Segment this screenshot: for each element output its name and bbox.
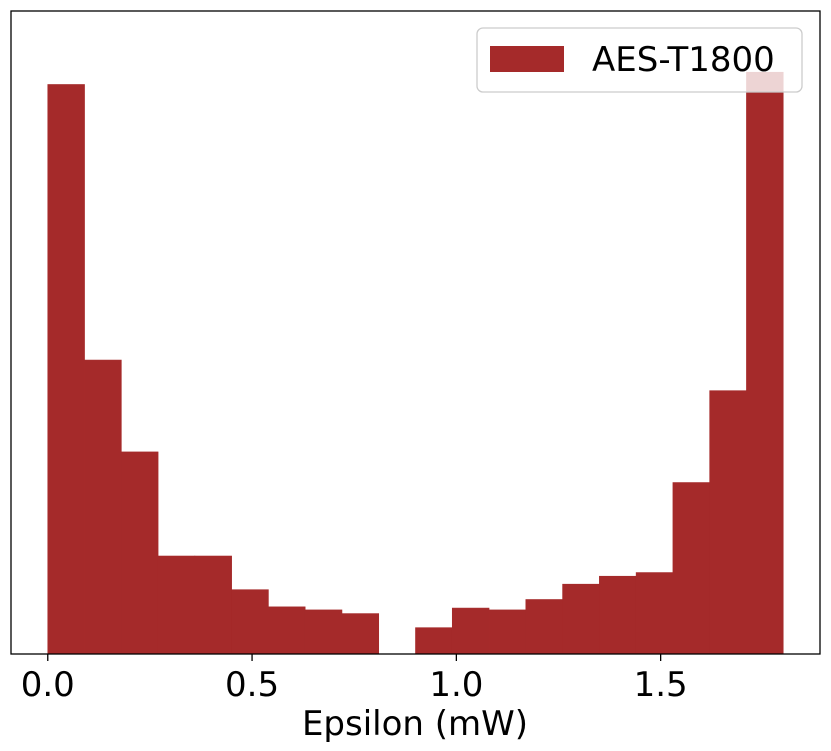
histogram-bar [157, 555, 196, 655]
x-tick-label: 1.5 [634, 665, 688, 705]
histogram-bar [451, 607, 490, 655]
histogram-bar [47, 84, 85, 655]
histogram-bar [415, 627, 453, 655]
histogram-bar [635, 572, 674, 655]
legend-label: AES-T1800 [592, 40, 775, 80]
x-axis-ticks: 0.0 0.5 1.0 1.5 [21, 654, 688, 705]
histogram-bar [268, 606, 306, 655]
legend: AES-T1800 [476, 27, 803, 93]
plot-frame [10, 10, 821, 655]
histogram-bar [746, 71, 784, 655]
bars-group [47, 71, 784, 655]
histogram-bar [562, 583, 600, 655]
histogram-bar [304, 609, 343, 655]
histogram-bar [488, 609, 527, 655]
histogram-bar [672, 482, 710, 655]
x-tick-label: 0.5 [225, 665, 279, 705]
x-tick-label: 0.0 [21, 665, 75, 705]
histogram-bar [709, 390, 747, 655]
x-tick-label: 1.0 [429, 665, 483, 705]
histogram-bar [341, 613, 380, 655]
histogram-bar [121, 451, 159, 655]
legend-swatch [490, 46, 564, 72]
legend-box [476, 27, 803, 93]
x-axis-label: Epsilon (mW) [302, 704, 528, 744]
histogram-bar [599, 575, 637, 655]
histogram-bar [84, 359, 122, 655]
histogram-bar [525, 599, 563, 655]
histogram-bar [231, 589, 269, 655]
histogram-bar [194, 555, 232, 655]
